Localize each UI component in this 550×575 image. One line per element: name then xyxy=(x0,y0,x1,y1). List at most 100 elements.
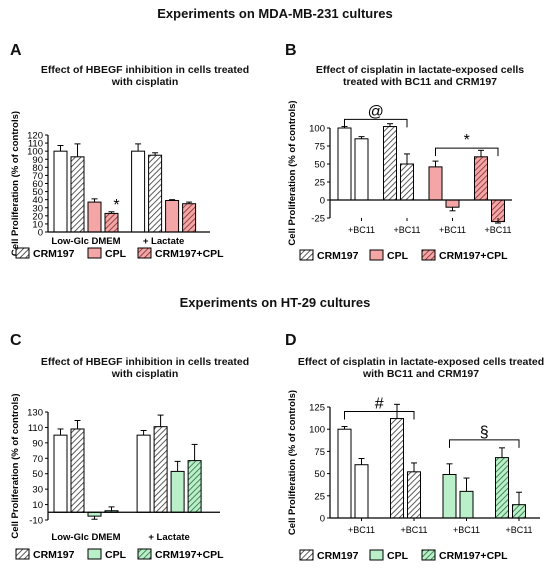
panel-c-group-label-0: Low-Glc DMEM xyxy=(51,532,120,543)
panel-d-x-label-2: +BC11 xyxy=(453,525,480,535)
panel-a-y-tick-label: 30 xyxy=(32,203,43,214)
panel-a-bar-1-2 xyxy=(165,199,180,233)
panel-a-legend-swatch-1 xyxy=(87,247,102,259)
panel-b-x-label-3: +BC11 xyxy=(484,225,511,235)
panel-b-bar-0 xyxy=(337,127,352,201)
panel-d-legend-swatch-0 xyxy=(299,549,314,561)
panel-d-legend-label-0: CRM197 xyxy=(317,550,359,562)
panel-a-bar-1-1 xyxy=(148,154,163,233)
panel-c-y-tick-label: 130 xyxy=(27,408,43,419)
panel-a-bar-0-0 xyxy=(53,150,68,233)
panel-b-y-tick-label: 75 xyxy=(314,142,325,153)
panel-a-y-tick-label: 60 xyxy=(32,179,43,190)
panel-a-bar-0-3 xyxy=(104,212,119,233)
panel-d-legend-label-1: CPL xyxy=(387,550,409,562)
panel-c-y-tick-label: 90 xyxy=(32,438,43,449)
panel-b-title: Effect of cisplatin in lactate-exposed c… xyxy=(315,64,525,88)
panel-d-y-tick-label: 50 xyxy=(314,469,325,480)
panel-letter-b: B xyxy=(285,42,297,59)
panel-a-annotation-0: * xyxy=(113,197,119,214)
panel-c-group-label-1: + Lactate xyxy=(148,532,189,543)
panel-d-bar-0 xyxy=(337,428,352,519)
panel-d-y-tick-label: 75 xyxy=(314,447,325,458)
panel-c-bar-1-1 xyxy=(153,426,168,513)
panel-c-bar-0-0 xyxy=(53,434,68,513)
panel-d-x-label-0: +BC11 xyxy=(348,525,375,535)
panel-c-legend-label-1: CPL xyxy=(105,549,127,561)
panel-a-y-tick-label: 90 xyxy=(32,155,43,166)
panel-b-bar-6 xyxy=(474,156,488,201)
panel-b-y-tick-label: -25 xyxy=(311,214,325,225)
panel-b-legend-swatch-1 xyxy=(369,249,384,261)
panel-b-x-label-2: +BC11 xyxy=(439,225,466,235)
panel-c-y-axis-label: Cell Proliferation (% of controls) xyxy=(10,393,21,538)
panel-d-bar-1 xyxy=(354,464,369,519)
panel-a-group-label-1: + Lactate xyxy=(143,236,184,247)
panel-d-y-tick-label: 25 xyxy=(314,491,325,502)
panel-d-bar-2 xyxy=(390,418,404,519)
panel-d-bracket-0 xyxy=(344,410,415,420)
panel-letter-a: A xyxy=(10,42,22,59)
panel-b-legend-label-1: CPL xyxy=(387,250,409,262)
panel-b-x-label-1: +BC11 xyxy=(393,225,420,235)
panel-b-y-axis-label: Cell Proliferation (% of controls) xyxy=(287,100,298,245)
panel-a-y-axis-label: Cell Proliferation (% of controls) xyxy=(10,111,21,256)
panel-a-y-tick-label: 100 xyxy=(27,147,43,158)
panel-letter-c: C xyxy=(10,332,22,349)
panel-c-y-tick-label: 30 xyxy=(32,485,43,496)
panel-b-bar-3 xyxy=(400,163,414,201)
panel-a-legend-swatch-0 xyxy=(15,247,30,259)
panel-b-legend-swatch-2 xyxy=(421,249,436,261)
panel-c-y-tick-label: 10 xyxy=(32,500,43,511)
panel-a-bar-0-2 xyxy=(87,201,102,233)
panel-d-y-tick-label: 100 xyxy=(309,425,325,436)
panel-c-legend-swatch-0 xyxy=(15,548,30,560)
panel-a-y-tick-label: 80 xyxy=(32,163,43,174)
panel-b-bracket-symbol-1: * xyxy=(464,132,470,149)
panel-a-title: Effect of HBEGF inhibition in cells trea… xyxy=(40,64,250,88)
panel-d-bar-3 xyxy=(407,471,421,519)
panel-c-bar-1-0 xyxy=(136,434,151,513)
panel-b-y-tick-label: 50 xyxy=(314,160,325,171)
panel-a-group-label-0: Low-Glc DMEM xyxy=(51,236,120,247)
panel-c-bar-1-2 xyxy=(170,470,185,513)
panel-d-x-label-3: +BC11 xyxy=(505,525,532,535)
panel-d-bar-6 xyxy=(495,457,509,519)
panel-b-legend-label-0: CRM197 xyxy=(317,250,359,262)
panel-b-x-label-0: +BC11 xyxy=(348,225,375,235)
panel-b-y-tick-label: 25 xyxy=(314,178,325,189)
panel-c-legend-label-2: CRM197+CPL xyxy=(155,549,224,561)
panel-b-bar-4 xyxy=(428,166,443,201)
panel-a-legend-swatch-2 xyxy=(137,247,152,259)
panel-a-y-tick-label: 0 xyxy=(38,228,43,239)
panel-c-title: Effect of HBEGF inhibition in cells trea… xyxy=(40,356,250,380)
panel-a-bar-0-1 xyxy=(70,156,85,233)
panel-b-bar-2 xyxy=(383,126,397,201)
panel-b-bracket-symbol-0: @ xyxy=(368,103,384,120)
panel-a-y-tick-label: 110 xyxy=(28,139,43,150)
panel-d-bar-4 xyxy=(442,473,457,519)
section-title-ht29: Experiments on HT-29 cultures xyxy=(179,295,371,310)
panel-c-y-tick-label: 70 xyxy=(32,454,43,465)
panel-d-bracket-symbol-1: § xyxy=(480,424,489,441)
panel-c-bar-1-3 xyxy=(187,460,202,513)
panel-a-bar-1-3 xyxy=(182,203,197,233)
panel-a-y-tick-label: 40 xyxy=(32,195,43,206)
panel-d-y-tick-label: 125 xyxy=(309,403,325,414)
section-title-mda: Experiments on MDA-MB-231 cultures xyxy=(157,6,393,21)
panel-b-y-tick-label: 100 xyxy=(309,124,325,135)
panel-d-legend-label-2: CRM197+CPL xyxy=(439,550,508,562)
panel-c-legend-swatch-1 xyxy=(87,548,102,560)
panel-a-legend-label-1: CPL xyxy=(105,248,127,260)
panel-d-bar-5 xyxy=(459,490,474,519)
panel-d-x-label-1: +BC11 xyxy=(400,525,427,535)
panel-a-y-tick-label: 10 xyxy=(32,219,43,230)
panel-c-y-tick-label: 110 xyxy=(28,423,43,434)
panel-b-legend-swatch-0 xyxy=(299,249,314,261)
panel-b-legend-label-2: CRM197+CPL xyxy=(439,250,508,262)
panel-d-y-tick-label: 0 xyxy=(320,514,325,525)
panel-a-y-tick-label: 120 xyxy=(27,131,43,142)
panel-d-legend-swatch-2 xyxy=(421,549,436,561)
panel-d-y-axis-label: Cell Proliferation (% of controls) xyxy=(287,390,298,535)
